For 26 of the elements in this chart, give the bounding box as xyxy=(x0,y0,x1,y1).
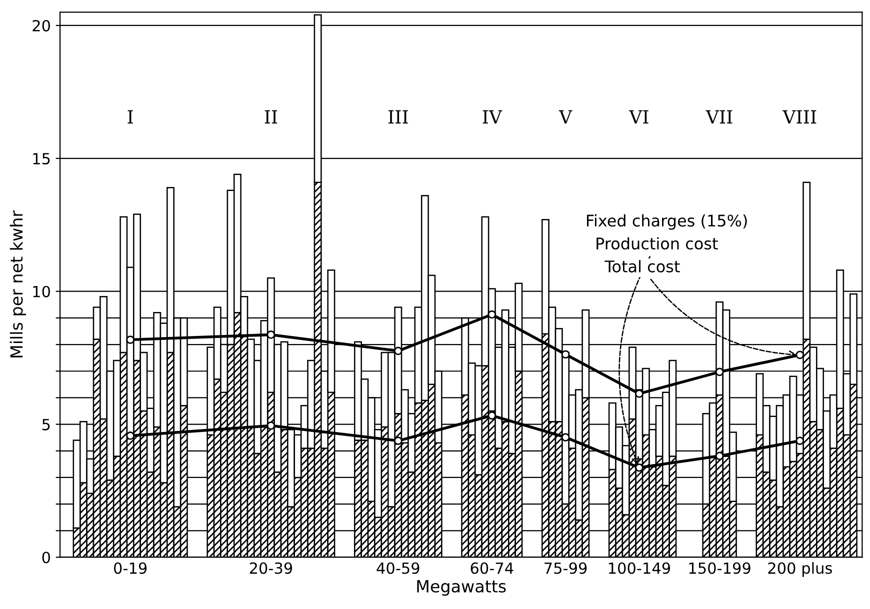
y-tick-label: 15 xyxy=(33,153,50,164)
y-tick-label: 0 xyxy=(42,552,50,564)
x-tick-label: 150-199 xyxy=(689,562,750,574)
annotation: II xyxy=(264,110,278,124)
y-tick-label: 20 xyxy=(32,20,50,32)
x-tick-label: 100-149 xyxy=(608,562,670,574)
x-tick-label: 60-74 xyxy=(470,562,514,574)
annotation: I xyxy=(128,110,133,124)
annotation: Total cost xyxy=(604,260,680,272)
x-tick-label: 200 plus xyxy=(768,562,832,577)
annotation: V xyxy=(558,110,572,124)
x-tick-label: 0-19 xyxy=(114,562,147,574)
y-tick-label: 10 xyxy=(33,286,50,298)
annotation: Production cost xyxy=(596,237,718,250)
annotation: Fixed charges (15%) xyxy=(587,214,747,230)
annotation: III xyxy=(388,110,408,124)
x-tick-label: 40-59 xyxy=(376,562,420,574)
annotation: VII xyxy=(706,110,732,124)
x-axis-title: Megawatts xyxy=(417,580,506,596)
annotation: VIII xyxy=(782,110,816,124)
x-tick-label: 20-39 xyxy=(250,562,292,574)
y-tick-label: 5 xyxy=(42,418,50,430)
annotation: IV xyxy=(482,110,502,124)
annotation: VI xyxy=(628,110,648,124)
y-axis-title: Mills per net kwhr xyxy=(10,210,26,358)
x-tick-label: 75-99 xyxy=(544,562,587,574)
